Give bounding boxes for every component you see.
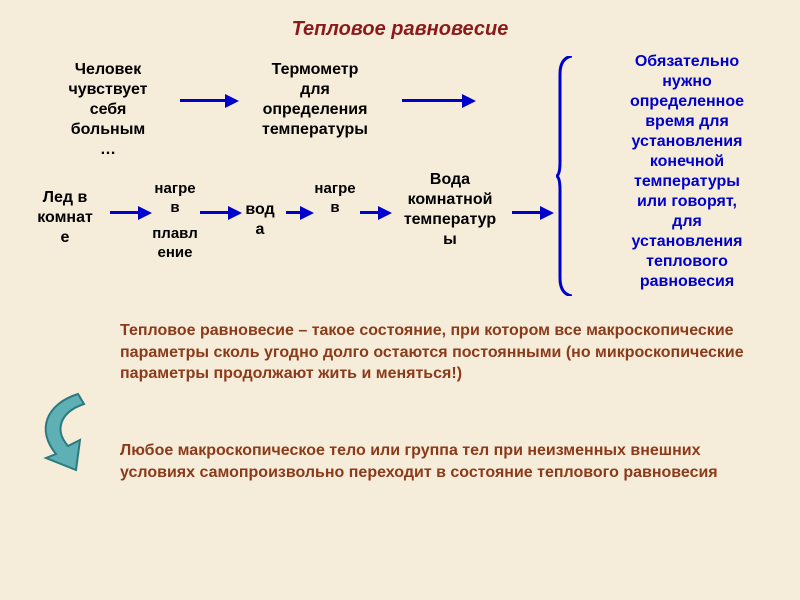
- page-title: Тепловое равновесие: [0, 0, 800, 41]
- node-melting: плавление: [140, 225, 210, 263]
- statement-paragraph: Любое макроскопическое тело или группа т…: [120, 440, 760, 483]
- node-person-sick: Человекчувствуетсебябольным…: [38, 60, 178, 160]
- title-text: Тепловое равновесие: [292, 18, 509, 40]
- node-ice-in-room: Лед вкомнате: [20, 188, 110, 248]
- node-right-conclusion: Обязательнонужноопределенноевремя дляуст…: [582, 52, 792, 292]
- right-brace: [556, 56, 570, 296]
- decor-curved-arrow-icon: [28, 390, 108, 475]
- node-thermometer: Термометрдляопределениятемпературы: [230, 60, 400, 140]
- definition-paragraph: Тепловое равновесие – такое состояние, п…: [120, 320, 760, 385]
- node-room-temp-water: Водакомнатнойтемпературы: [380, 170, 520, 250]
